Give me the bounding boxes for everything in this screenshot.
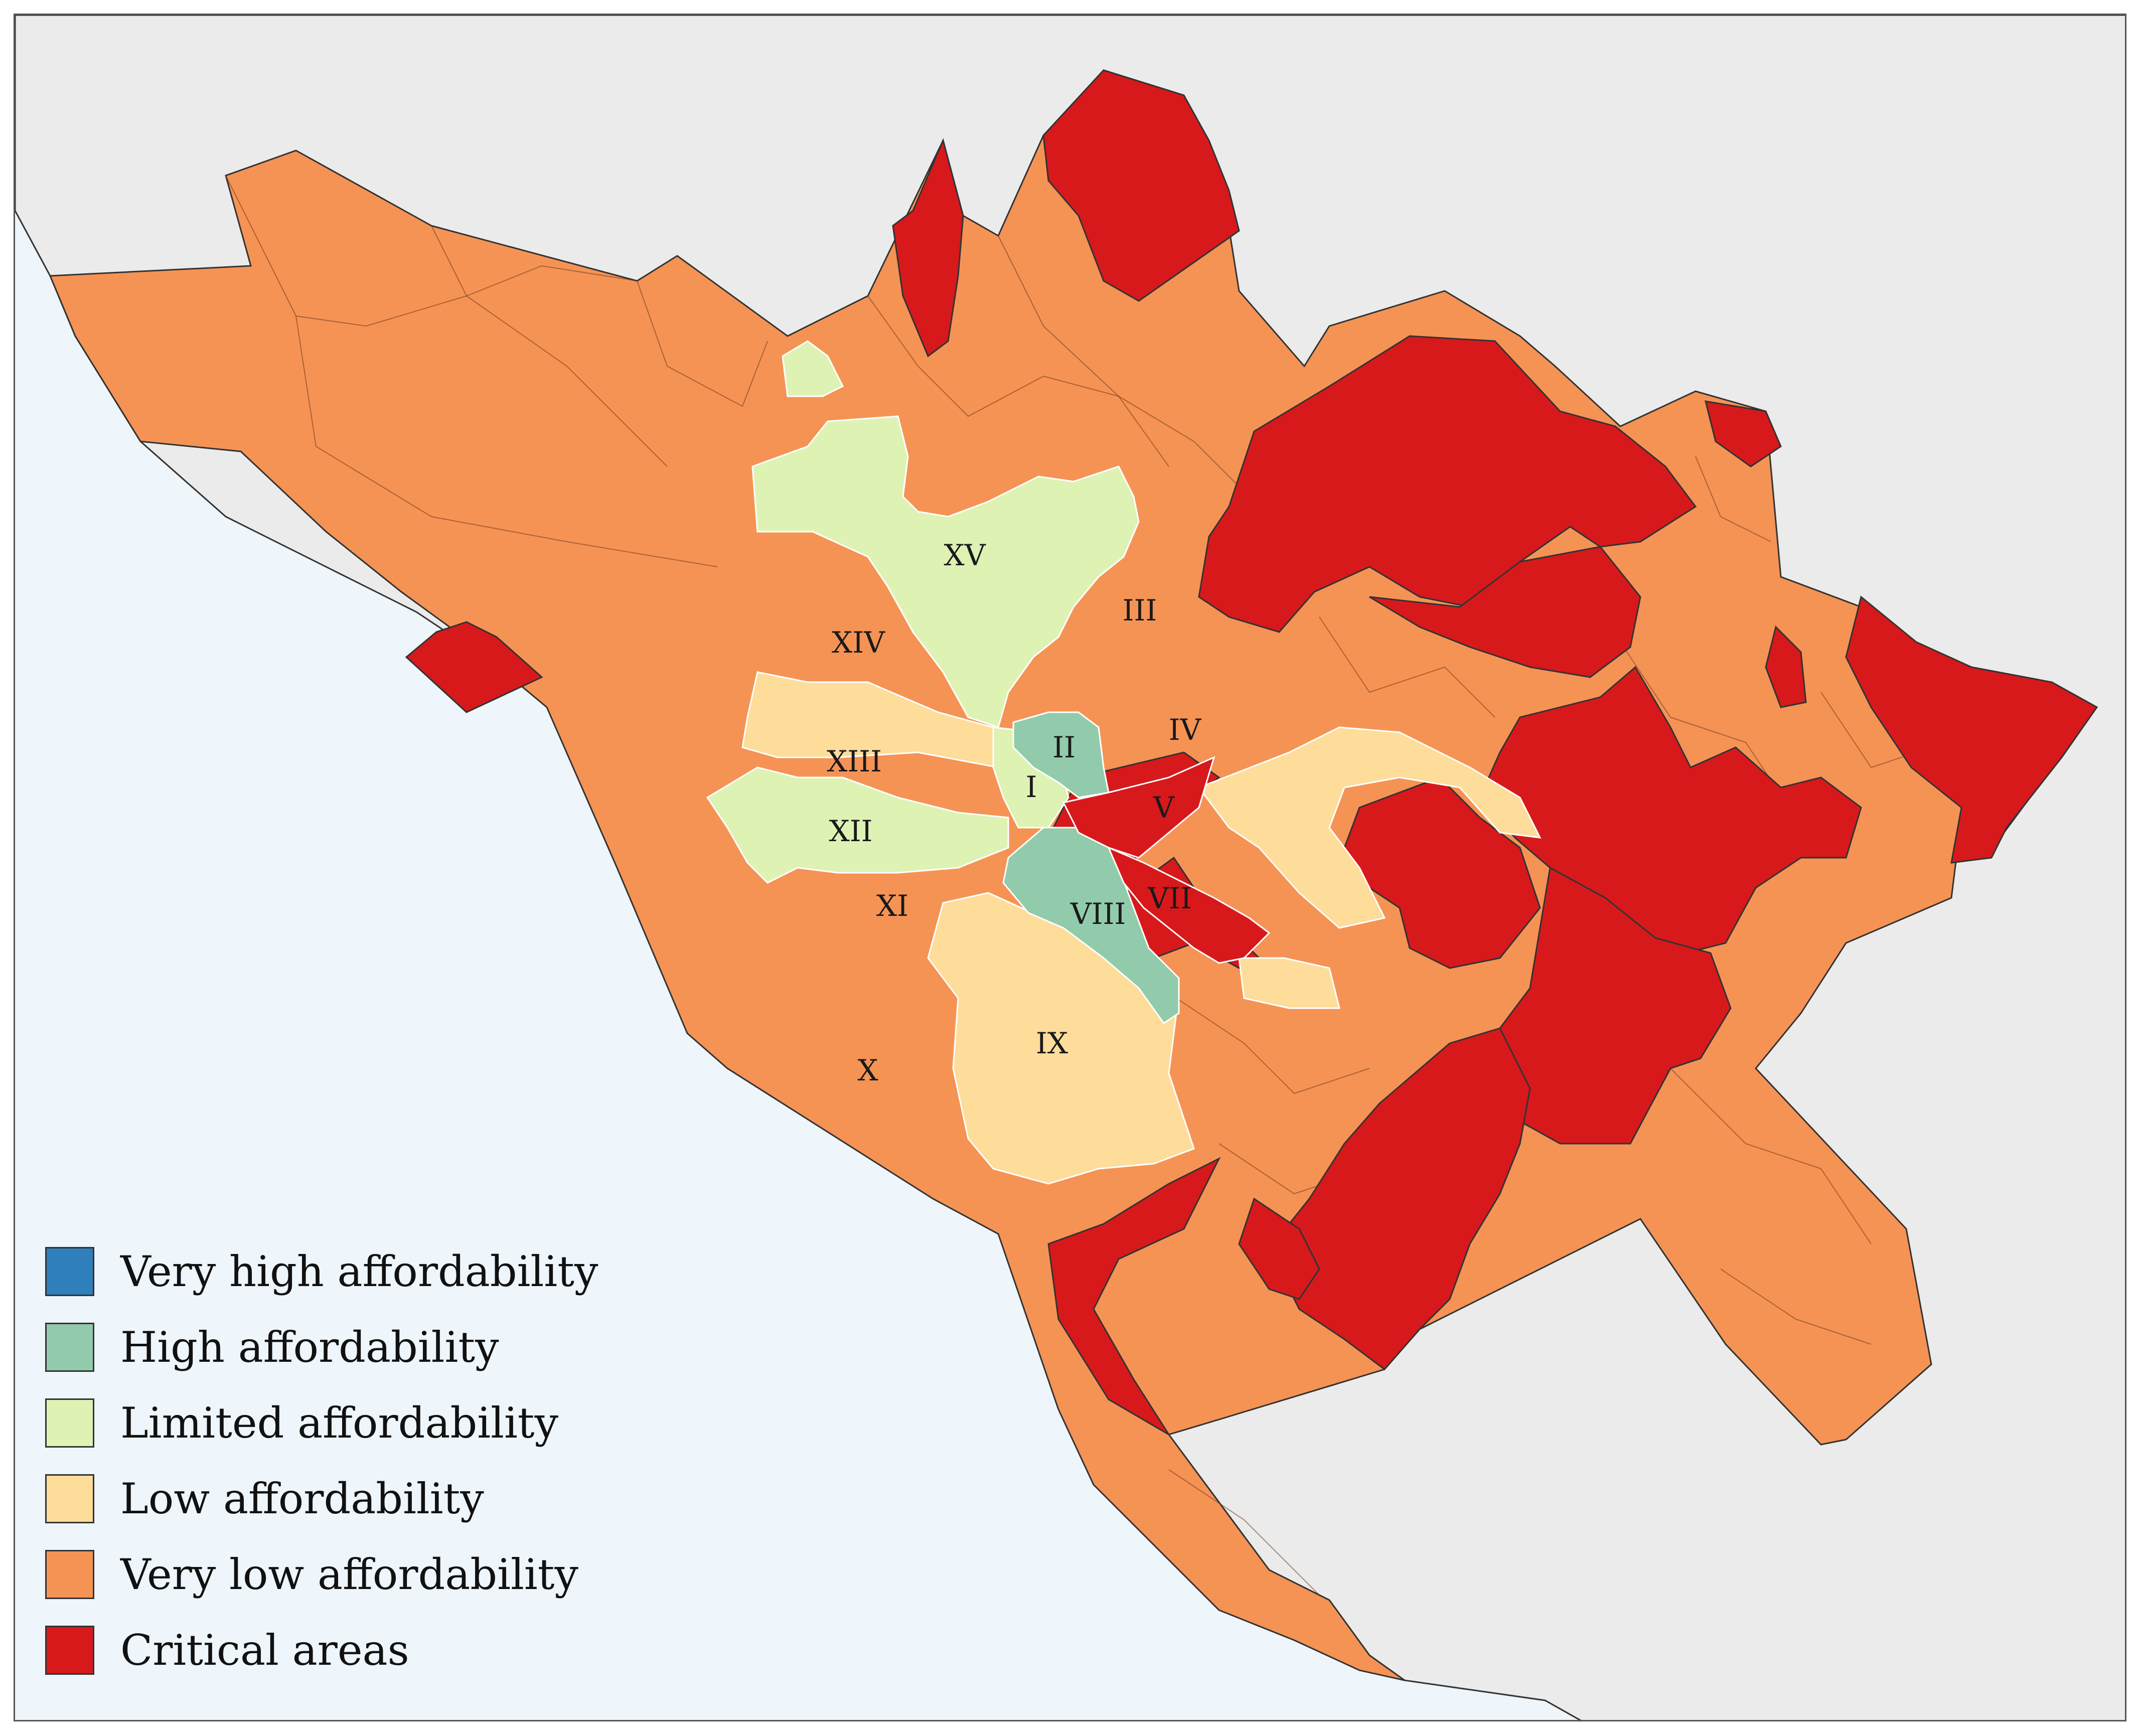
legend-item: Low affordability <box>45 1471 697 1526</box>
district-label-viii: VIII <box>1070 897 1126 931</box>
district-label-xi: XI <box>876 889 908 923</box>
legend-swatch-limited <box>45 1398 94 1448</box>
high-affordability-areas <box>1002 711 1180 1025</box>
district-label-xiii: XIII <box>827 744 882 778</box>
district-label-v: V <box>1153 791 1175 825</box>
critical-municipi <box>1062 756 1271 964</box>
legend-item: High affordability <box>45 1320 697 1375</box>
low-affordability-areas <box>741 671 1542 1185</box>
district-label-vii: VII <box>1147 881 1192 915</box>
district-labels: XV III XIV IV II XIII I V XII VII XI VII… <box>827 538 1202 1087</box>
legend-swatch-low <box>45 1474 94 1523</box>
legend-item: Very high affordability <box>45 1244 697 1299</box>
district-label-x: X <box>857 1053 878 1087</box>
district-label-xii: XII <box>829 814 872 848</box>
district-label-ii: II <box>1052 730 1076 764</box>
legend-item: Limited affordability <box>45 1395 697 1451</box>
legend-swatch-very-low <box>45 1550 94 1599</box>
choropleth-map[interactable]: XV III XIV IV II XIII I V XII VII XI VII… <box>15 15 2126 1721</box>
legend-label: Very high affordability <box>120 1247 598 1296</box>
limited-affordability-areas <box>706 340 1140 884</box>
district-label-ix: IX <box>1036 1026 1068 1060</box>
legend-label: Limited affordability <box>120 1398 559 1448</box>
legend-label: Very low affordability <box>120 1550 578 1599</box>
legend-swatch-critical <box>45 1626 94 1675</box>
legend-label: Critical areas <box>120 1626 409 1675</box>
district-label-iv: IV <box>1169 713 1202 747</box>
legend-swatch-high <box>45 1323 94 1372</box>
legend-swatch-very-high <box>45 1247 94 1296</box>
map-frame: XV III XIV IV II XIII I V XII VII XI VII… <box>14 14 2126 1721</box>
municipal-boundaries <box>225 175 1947 1596</box>
district-label-iii: III <box>1123 593 1157 627</box>
district-label-xv: XV <box>944 538 986 572</box>
district-label-i: I <box>1026 770 1037 804</box>
legend-item: Very low affordability <box>45 1547 697 1602</box>
critical-areas <box>405 69 2098 1436</box>
legend-item: Critical areas <box>45 1623 697 1678</box>
legend-label: High affordability <box>120 1323 499 1372</box>
district-label-xiv: XIV <box>832 625 885 660</box>
legend-label: Low affordability <box>120 1474 484 1523</box>
